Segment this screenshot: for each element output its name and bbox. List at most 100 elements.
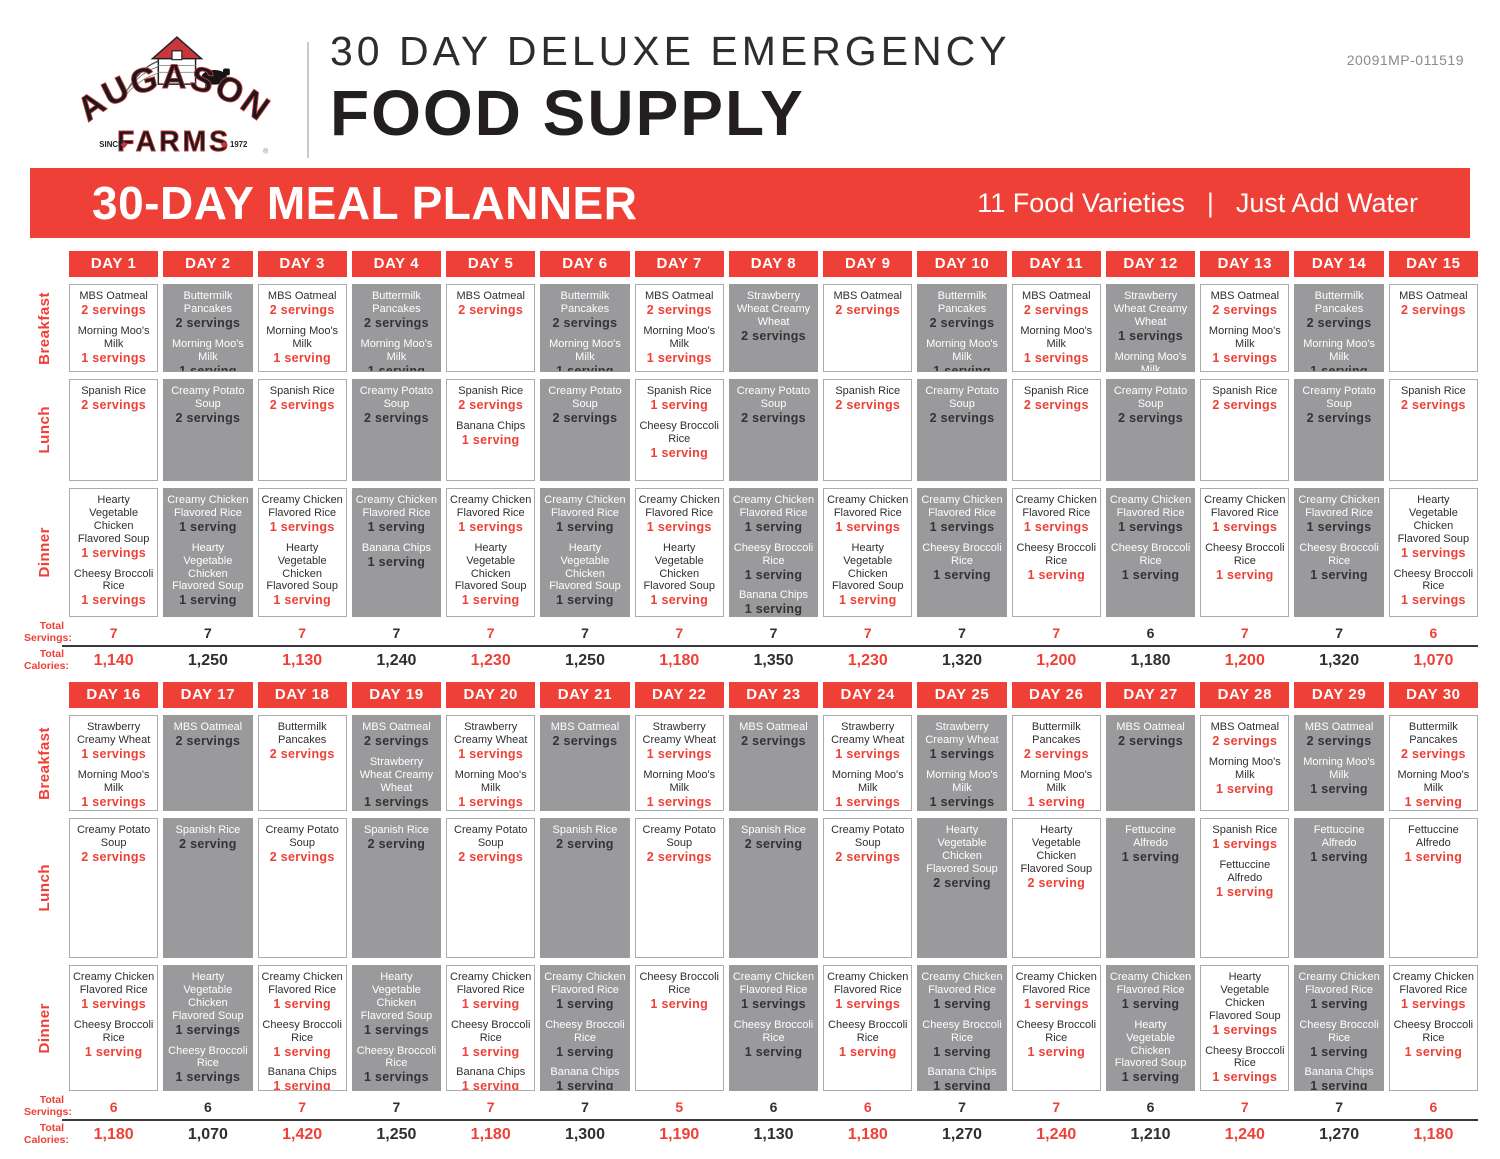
serving-count: 1 servings (1212, 350, 1278, 365)
meal-cell-breakfast: Strawberry Creamy Wheat 1 servings Morning… (917, 715, 1007, 811)
serving-count: 2 servings (1306, 315, 1372, 330)
total-calories-value: 1,190 (659, 1126, 700, 1143)
serving-count: 2 servings (1400, 302, 1466, 317)
food-name: Cheesy Broccoli Rice (1393, 1018, 1474, 1044)
day-header: DAY 13 (1200, 251, 1290, 277)
food-name: Creamy Chicken Flavored Rice (1109, 971, 1192, 996)
meal-cell-dinner: Creamy Chicken Flavored Rice 1 serving Hea… (163, 488, 253, 617)
serving-count: 2 servings (458, 849, 524, 864)
planner-table-days-1-15: Breakfast Lunch Dinner Total Servings: Total… (24, 251, 1478, 673)
total-calories-value: 1,070 (1413, 652, 1454, 669)
serving-count: 1 servings (741, 996, 806, 1011)
logo-year-text: 1972 (230, 140, 248, 149)
meal-item: Creamy Potato Soup 2 servings (166, 385, 249, 427)
meal-item: Spanish Rice 2 servings (1203, 385, 1286, 414)
food-name: Strawberry Creamy Wheat (831, 721, 905, 746)
row-label-total-calories: Total Calories: (24, 1122, 69, 1146)
total-servings-value: 7 (298, 625, 307, 641)
serving-count: 2 servings (1023, 302, 1089, 317)
food-name: Hearty Vegetable Chicken Flavored Soup (1114, 1018, 1187, 1070)
food-name: Creamy Chicken Flavored Rice (1392, 971, 1475, 996)
meal-item: Morning Moo's Milk 1 servings (826, 769, 909, 810)
serving-count: 1 serving (744, 602, 803, 617)
serving-count: 1 serving (1121, 567, 1180, 582)
meal-item: Creamy Chicken Flavored Rice 1 servings (1203, 494, 1286, 536)
serving-count: 1 serving (1310, 781, 1368, 796)
food-name: Morning Moo's Milk (926, 768, 998, 794)
meal-cell-lunch: Spanish Rice 2 servings (1388, 379, 1478, 481)
total-calories-value: 1,420 (282, 1126, 323, 1143)
serving-count: 1 serving (1121, 849, 1180, 864)
serving-count: 2 serving (744, 836, 803, 851)
food-name: MBS Oatmeal (1022, 290, 1091, 302)
serving-count: 1 servings (269, 519, 335, 534)
total-calories-value: 1,350 (753, 652, 794, 669)
food-name: Cheesy Broccoli Rice (639, 971, 719, 996)
total-calories-value: 1,320 (942, 652, 983, 669)
food-name: Creamy Potato Soup (76, 824, 151, 849)
meal-item: Creamy Potato Soup 2 servings (1297, 385, 1380, 427)
meal-cell-lunch: Fettuccine Alfredo 1 serving (1388, 818, 1478, 958)
food-name: Spanish Rice (835, 385, 901, 397)
serving-count: 1 serving (556, 363, 614, 372)
food-name: Banana Chips (267, 1066, 337, 1079)
meal-item: Creamy Chicken Flavored Rice 1 servings (638, 494, 721, 536)
food-name: Strawberry Creamy Wheat (76, 721, 151, 746)
banner-food-varieties: 11 Food Varieties (977, 187, 1185, 218)
meal-cell-breakfast: Buttermilk Pancakes 2 servings Morning Moo… (1388, 715, 1478, 811)
food-name: Buttermilk Pancakes (1314, 290, 1364, 315)
serving-count: 2 servings (458, 302, 524, 317)
food-name: Morning Moo's Milk (1020, 768, 1093, 794)
meal-cell-dinner: Creamy Chicken Flavored Rice 1 servings Ch… (823, 965, 913, 1091)
food-name: Morning Moo's Milk (1303, 755, 1375, 781)
product-title-line2: FOOD SUPPLY (330, 77, 805, 149)
meal-item: Creamy Potato Soup 2 servings (638, 824, 721, 866)
serving-count: 2 servings (175, 733, 241, 748)
food-name: Banana Chips (738, 589, 809, 602)
meal-item: Fettuccine Alfredo 1 serving (1109, 824, 1192, 866)
food-name: Creamy Chicken Flavored Rice (261, 971, 343, 996)
meal-item: Creamy Chicken Flavored Rice 1 serving (1297, 971, 1380, 1013)
food-name: Cheesy Broccoli Rice (828, 1018, 908, 1044)
meal-item: MBS Oatmeal 2 servings (1109, 721, 1192, 750)
food-name: Spanish Rice (81, 385, 147, 397)
meal-item: Spanish Rice 2 servings (72, 385, 155, 414)
meal-item: MBS Oatmeal 2 servings (1015, 290, 1098, 319)
meal-item: Morning Moo's Milk 1 servings (920, 768, 1003, 810)
serving-count: 1 serving (556, 996, 614, 1011)
day-header: DAY 26 (1011, 682, 1101, 708)
meal-cell-lunch: Creamy Potato Soup 2 servings (1105, 379, 1196, 481)
meal-cell-breakfast: MBS Oatmeal 2 servings Morning Moo's Milk 1… (1200, 715, 1290, 811)
food-name: Creamy Chicken Flavored Rice (732, 971, 815, 996)
meal-cell-breakfast: Buttermilk Pancakes 2 servings Morning Moo… (540, 284, 630, 372)
meal-item: Hearty Vegetable Chicken Flavored Soup 1 … (1392, 494, 1475, 562)
serving-count: 2 servings (835, 849, 901, 864)
serving-count: 1 servings (364, 1070, 429, 1085)
food-name: Cheesy Broccoli Rice (733, 541, 814, 567)
food-name: Morning Moo's Milk (1208, 324, 1281, 350)
meal-item: Hearty Vegetable Chicken Flavored Soup 1 … (1203, 971, 1286, 1039)
total-servings-value: 7 (863, 625, 872, 641)
total-calories-value: 1,130 (282, 652, 323, 669)
serving-count: 2 servings (929, 410, 995, 425)
food-name: MBS Oatmeal (739, 721, 808, 733)
meal-cell-lunch: Spanish Rice 1 serving Cheesy Broccoli Ric… (634, 379, 724, 481)
meal-cell-breakfast: MBS Oatmeal 2 servings (540, 715, 630, 811)
serving-count: 1 servings (1400, 593, 1466, 608)
serving-count: 1 serving (556, 593, 614, 608)
total-servings-value: 7 (958, 625, 966, 641)
logo-diamond-right-icon: ◆ (221, 139, 228, 149)
food-name: Creamy Potato Soup (548, 385, 622, 410)
meal-item: Cheesy Broccoli Rice 1 serving (1392, 1019, 1475, 1061)
meal-item: Creamy Chicken Flavored Rice 1 serving (543, 971, 626, 1013)
total-calories-value: 1,180 (470, 1126, 511, 1143)
food-name: Spanish Rice (1212, 824, 1278, 836)
meal-item: Hearty Vegetable Chicken Flavored Soup 1 … (261, 542, 344, 610)
food-name: Cheesy Broccoli Rice (1110, 541, 1191, 567)
meal-cell-breakfast: MBS Oatmeal 2 servings Strawberry Wheat Cr… (351, 715, 442, 811)
meal-item: Cheesy Broccoli Rice 1 serving (638, 971, 721, 1013)
serving-count: 1 serving (1310, 996, 1368, 1011)
serving-count: 1 servings (1212, 1070, 1278, 1085)
day-header: DAY 15 (1388, 251, 1478, 277)
